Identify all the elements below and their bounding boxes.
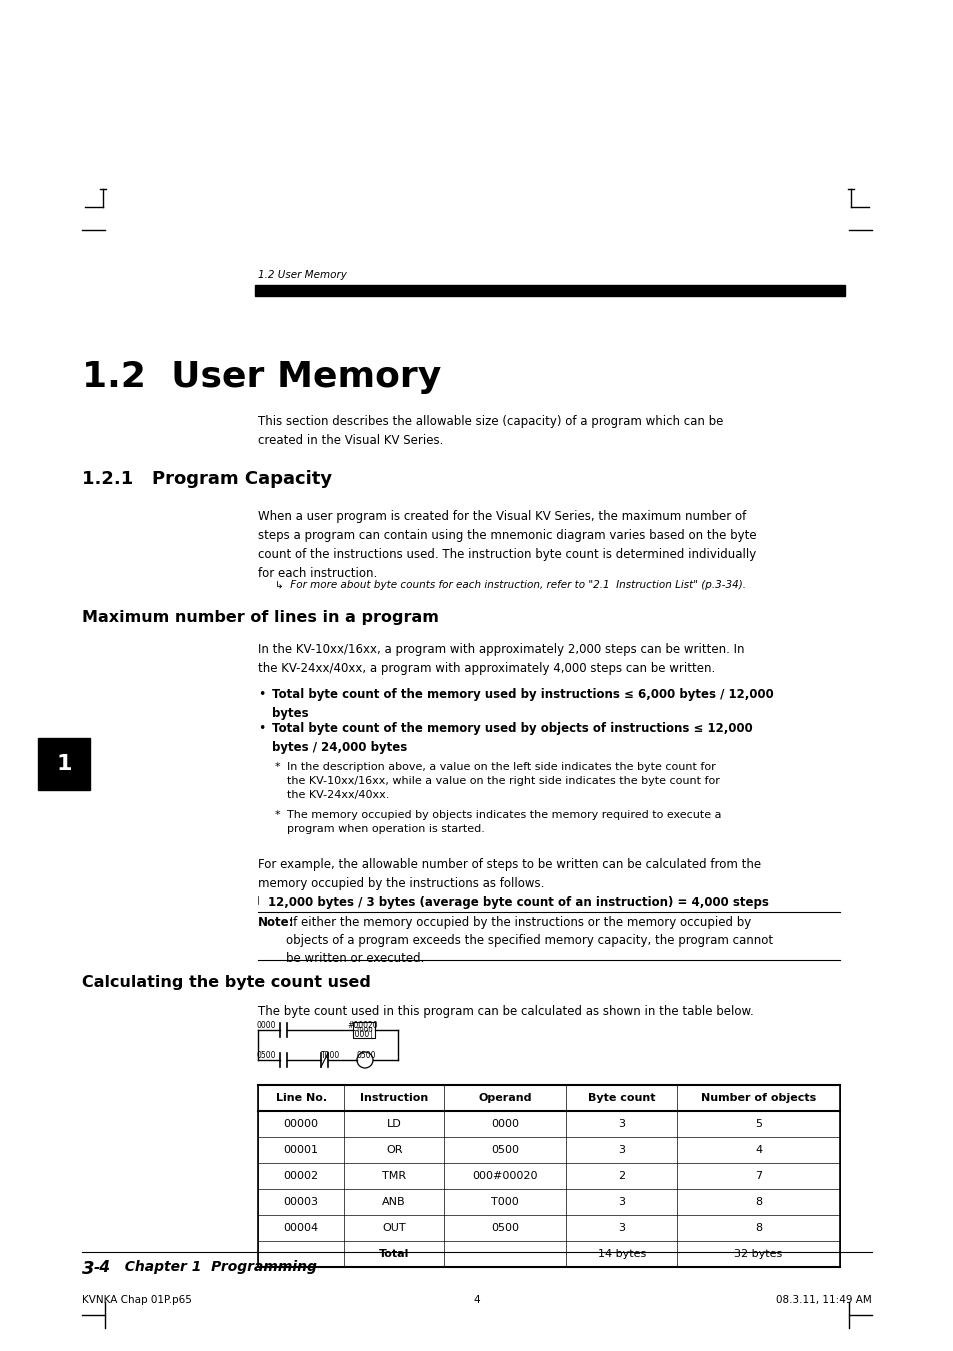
Text: 1: 1 xyxy=(56,754,71,774)
Text: 4: 4 xyxy=(474,1296,479,1305)
Text: 3: 3 xyxy=(618,1223,624,1233)
Text: 0500: 0500 xyxy=(491,1146,518,1155)
Text: TMR: TMR xyxy=(382,1171,406,1181)
Text: In the description above, a value on the left side indicates the byte count for
: In the description above, a value on the… xyxy=(287,762,720,800)
Text: The memory occupied by objects indicates the memory required to execute a
progra: The memory occupied by objects indicates… xyxy=(287,811,720,834)
Text: 3: 3 xyxy=(82,1260,94,1278)
Text: 08.3.11, 11:49 AM: 08.3.11, 11:49 AM xyxy=(776,1296,871,1305)
Text: 00003: 00003 xyxy=(283,1197,318,1206)
Text: -4: -4 xyxy=(94,1260,111,1275)
Text: 14 bytes: 14 bytes xyxy=(597,1250,645,1259)
Text: 2: 2 xyxy=(618,1171,624,1181)
Text: Chapter 1  Programming: Chapter 1 Programming xyxy=(115,1260,316,1274)
Text: ANB: ANB xyxy=(382,1197,406,1206)
Text: Calculating the byte count used: Calculating the byte count used xyxy=(82,975,371,990)
Text: Operand: Operand xyxy=(478,1093,532,1102)
Text: *: * xyxy=(274,811,280,820)
Bar xyxy=(254,285,844,296)
Text: Instruction: Instruction xyxy=(359,1093,428,1102)
Text: Total byte count of the memory used by objects of instructions ≤ 12,000
bytes / : Total byte count of the memory used by o… xyxy=(272,721,752,754)
Text: 8: 8 xyxy=(754,1197,761,1206)
Text: 1.2 User Memory: 1.2 User Memory xyxy=(257,270,347,280)
Text: This section describes the allowable size (capacity) of a program which can be
c: This section describes the allowable siz… xyxy=(257,415,722,447)
Text: Total: Total xyxy=(378,1250,409,1259)
Text: *: * xyxy=(274,762,280,771)
Text: 00002: 00002 xyxy=(283,1171,318,1181)
Text: 4: 4 xyxy=(754,1146,761,1155)
Text: 1.2.1   Program Capacity: 1.2.1 Program Capacity xyxy=(82,470,332,488)
Bar xyxy=(353,1021,375,1038)
Text: 0500: 0500 xyxy=(256,1051,275,1061)
Text: #00020: #00020 xyxy=(347,1021,378,1029)
Text: 00001: 00001 xyxy=(283,1146,318,1155)
Text: 0500: 0500 xyxy=(355,1051,375,1061)
Text: Line No.: Line No. xyxy=(275,1093,326,1102)
Text: 5: 5 xyxy=(754,1119,761,1129)
Text: LD: LD xyxy=(386,1119,401,1129)
Text: 3: 3 xyxy=(618,1119,624,1129)
Text: Note:: Note: xyxy=(257,916,294,929)
Text: 3: 3 xyxy=(618,1197,624,1206)
Text: Total byte count of the memory used by instructions ≤ 6,000 bytes / 12,000
bytes: Total byte count of the memory used by i… xyxy=(272,688,773,720)
Text: T000: T000 xyxy=(491,1197,518,1206)
Text: 00004: 00004 xyxy=(283,1223,318,1233)
Text: For example, the allowable number of steps to be written can be calculated from : For example, the allowable number of ste… xyxy=(257,858,760,890)
Text: 7: 7 xyxy=(754,1171,761,1181)
Text: In the KV-10xx/16xx, a program with approximately 2,000 steps can be written. In: In the KV-10xx/16xx, a program with appr… xyxy=(257,643,743,676)
Bar xyxy=(38,738,90,790)
Text: 12,000 bytes / 3 bytes (average byte count of an instruction) = 4,000 steps: 12,000 bytes / 3 bytes (average byte cou… xyxy=(268,896,768,909)
Text: Byte count: Byte count xyxy=(587,1093,655,1102)
Text: •: • xyxy=(257,721,265,735)
Text: 1.2  User Memory: 1.2 User Memory xyxy=(82,359,441,394)
Text: 0000: 0000 xyxy=(491,1119,518,1129)
Text: The byte count used in this program can be calculated as shown in the table belo: The byte count used in this program can … xyxy=(257,1005,753,1019)
Text: T000│: T000│ xyxy=(351,1029,375,1039)
Text: 3: 3 xyxy=(618,1146,624,1155)
Text: T000: T000 xyxy=(321,1051,340,1061)
Text: 00000: 00000 xyxy=(283,1119,318,1129)
Text: 0000: 0000 xyxy=(256,1021,275,1029)
Text: 0500: 0500 xyxy=(491,1223,518,1233)
Text: When a user program is created for the Visual KV Series, the maximum number of
s: When a user program is created for the V… xyxy=(257,509,756,580)
Text: T000: T000 xyxy=(355,1027,373,1034)
Text: •: • xyxy=(257,688,265,701)
Text: OUT: OUT xyxy=(382,1223,406,1233)
Text: ↳  For more about byte counts for each instruction, refer to "2.1  Instruction L: ↳ For more about byte counts for each in… xyxy=(274,580,745,590)
Text: 000#00020: 000#00020 xyxy=(472,1171,537,1181)
Bar xyxy=(257,1085,840,1267)
Text: Maximum number of lines in a program: Maximum number of lines in a program xyxy=(82,611,438,626)
Text: If either the memory occupied by the instructions or the memory occupied by
obje: If either the memory occupied by the ins… xyxy=(286,916,772,965)
Text: OR: OR xyxy=(386,1146,402,1155)
Text: 32 bytes: 32 bytes xyxy=(734,1250,781,1259)
Text: 8: 8 xyxy=(754,1223,761,1233)
Text: KVNKA Chap 01P.p65: KVNKA Chap 01P.p65 xyxy=(82,1296,192,1305)
Text: Number of objects: Number of objects xyxy=(700,1093,815,1102)
